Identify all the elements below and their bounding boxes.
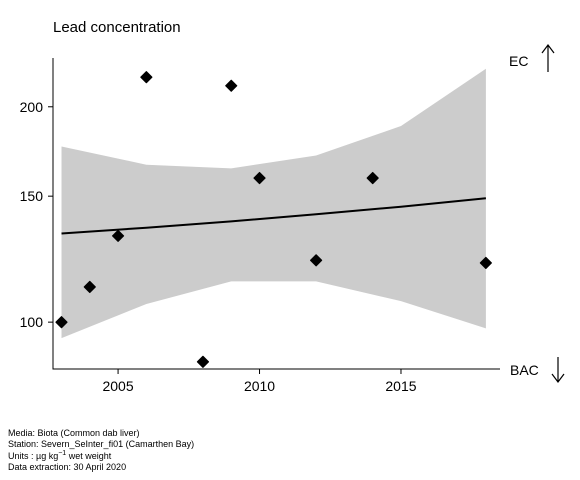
data-point bbox=[196, 355, 210, 368]
units-note: Units : µg kg−1 wet weight bbox=[8, 449, 194, 462]
bac-label: BAC bbox=[510, 362, 539, 378]
y-tick-label: 100 bbox=[20, 314, 44, 330]
trend-line bbox=[61, 197, 486, 235]
down-arrow-icon bbox=[551, 357, 565, 383]
ec-label: EC bbox=[509, 53, 528, 69]
data-point bbox=[253, 171, 266, 185]
up-arrow-icon bbox=[541, 44, 555, 72]
x-tick-label: 2005 bbox=[102, 378, 133, 394]
y-tick-label: 200 bbox=[20, 99, 44, 115]
data-point bbox=[140, 71, 153, 84]
data-point bbox=[83, 280, 96, 294]
chart-footer: Media: Biota (Common dab liver) Station:… bbox=[8, 428, 194, 472]
data-point bbox=[479, 256, 492, 270]
x-tick-label: 2010 bbox=[244, 378, 275, 394]
scatter-chart: 100 150 200 2005 2010 2015 EC BAC bbox=[20, 44, 565, 394]
station-note: Station: Severn_SeInter_fi01 (Camarthen … bbox=[8, 438, 195, 449]
media-note: Media: Biota (Common dab liver) bbox=[8, 428, 140, 438]
data-point bbox=[111, 229, 125, 242]
confidence-band bbox=[61, 68, 486, 339]
chart-title: Lead concentration bbox=[53, 19, 181, 36]
y-tick-label: 150 bbox=[20, 188, 44, 204]
data-point bbox=[366, 171, 379, 185]
extraction-note: Data extraction: 30 April 2020 bbox=[8, 461, 127, 472]
data-point bbox=[310, 254, 323, 267]
data-point bbox=[55, 316, 68, 329]
units-exponent: −1 bbox=[58, 450, 67, 457]
data-point bbox=[225, 79, 238, 92]
units-prefix: Units : µg kg bbox=[8, 451, 59, 461]
x-tick-label: 2015 bbox=[385, 378, 416, 394]
units-suffix: wet weight bbox=[66, 451, 112, 461]
